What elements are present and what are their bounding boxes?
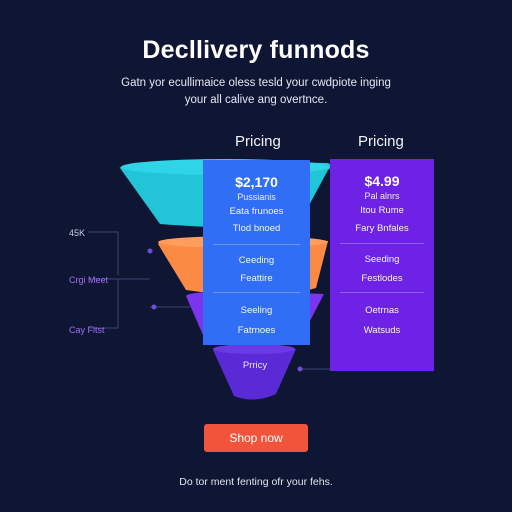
side-label-middle: Crgi Meet — [69, 275, 109, 285]
card-left-feature: Fatrnoes — [237, 325, 276, 336]
connector-low-vertical — [88, 279, 119, 329]
funnel-bottom-label: Prricy — [242, 360, 268, 371]
connector-top — [88, 231, 119, 275]
card-right-feature: Itou Rume — [360, 205, 404, 216]
card-right-feature: Oetrnas — [365, 305, 399, 316]
subtitle-line-2: your all calive ang overtnce. — [184, 94, 328, 106]
right-column-heading: Pricing — [358, 133, 404, 150]
card-left-sub-label: Pussianis — [237, 192, 276, 202]
funnel-stage-4-rim — [213, 344, 295, 354]
card-left-price: $2,170 — [235, 174, 278, 190]
card-left-feature: Tlod bnoed — [232, 223, 281, 234]
subtitle-line-1: Gatn yor ecullimaice oless tesld your cw… — [121, 77, 391, 89]
side-label-lower: Cay Fltst — [69, 325, 105, 335]
shop-now-button[interactable]: Shop now — [204, 424, 308, 452]
connector-dot — [297, 366, 303, 372]
card-right-divider — [340, 292, 424, 293]
card-right-sub-label: Pal alnrs — [364, 191, 400, 201]
page-title: Decllivery funnods — [142, 36, 370, 64]
card-right-feature: Festlodes — [361, 273, 403, 284]
connector-lines — [88, 231, 330, 370]
footer-text: Do tor ment fenting ofr your fehs. — [179, 476, 333, 488]
side-label-top: 45K — [69, 228, 86, 238]
funnel-stage-4 — [213, 346, 296, 400]
left-column-heading: Pricing — [235, 133, 281, 150]
card-right-feature: Watsuds — [363, 325, 401, 336]
card-left-divider — [213, 244, 300, 245]
card-right-price: $4.99 — [364, 173, 400, 189]
page-subtitle: Gatn yor ecullimaice oless tesld your cw… — [56, 75, 456, 109]
card-left-feature: Feattire — [240, 273, 273, 284]
card-left-feature: Ceeding — [238, 255, 275, 266]
card-right-divider — [340, 243, 424, 244]
card-right-feature: Fary Bnfales — [355, 223, 409, 234]
card-left-divider — [213, 292, 300, 293]
card-right-feature: Seeding — [364, 254, 400, 265]
pricing-card-right: $4.99 Pal alnrs Itou Rume Fary Bnfales S… — [330, 159, 434, 371]
connector-dot — [147, 248, 153, 254]
card-left-feature: Eata frunoes — [229, 206, 284, 217]
connector-dot — [151, 304, 157, 310]
pricing-card-left: $2,170 Pussianis Eata frunoes Tlod bnoed… — [203, 160, 310, 345]
card-left-feature: Seeling — [240, 305, 273, 316]
connector-dots — [147, 248, 303, 372]
